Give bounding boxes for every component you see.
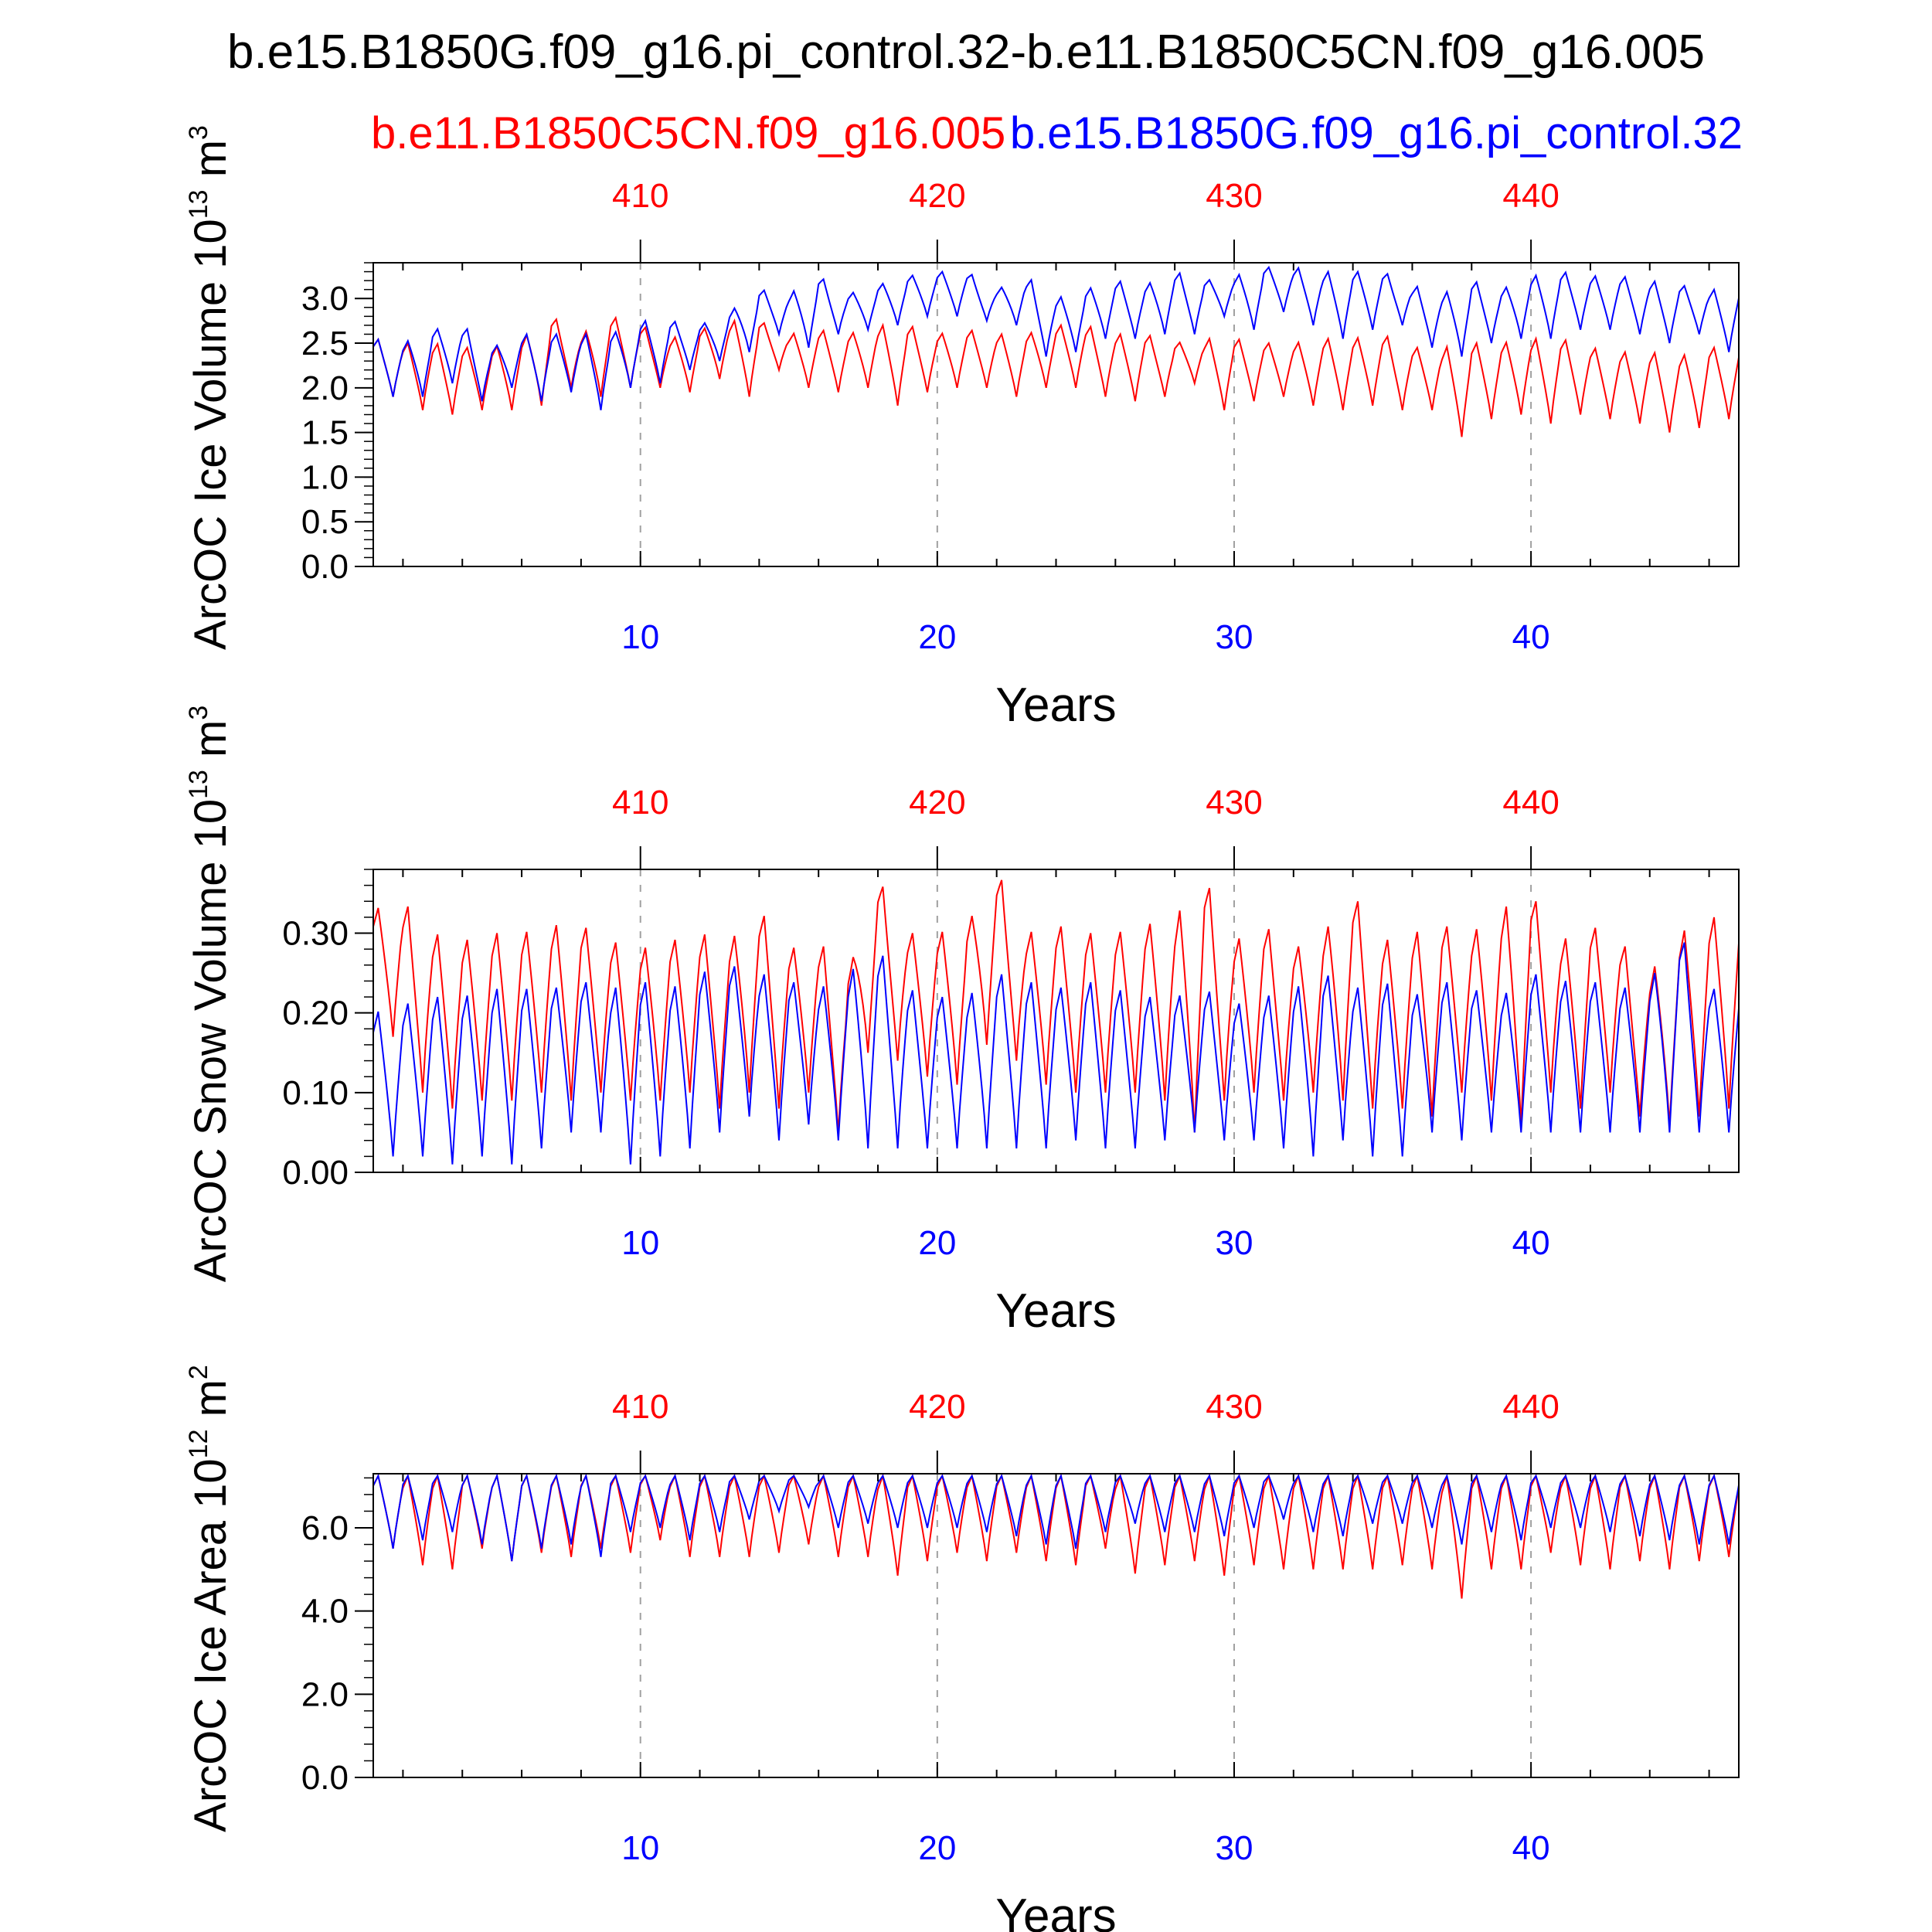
y-tick-label: 0.20 xyxy=(282,995,349,1032)
x-tick-label-top: 410 xyxy=(612,177,668,215)
x-tick-label-top: 440 xyxy=(1502,177,1559,215)
x-axis-title: Years xyxy=(995,1889,1116,1932)
panel-ice-area: 10 20 30 40 410 420 430 440 0.0 2.0 4.0 6.0 Years Arc… xyxy=(184,1365,1740,1932)
y-tick-label: 2.0 xyxy=(301,369,349,407)
y-tick-label: 0.10 xyxy=(282,1074,349,1112)
x-tick-label-bottom: 40 xyxy=(1512,1224,1550,1262)
x-tick-label-top: 420 xyxy=(909,784,965,821)
x-tick-label-bottom: 20 xyxy=(918,1224,956,1262)
x-tick-label-bottom: 30 xyxy=(1216,618,1253,656)
y-tick-label: 4.0 xyxy=(301,1593,349,1631)
x-tick-label-bottom: 20 xyxy=(918,1829,956,1867)
x-tick-label-top: 420 xyxy=(909,1388,965,1426)
chart-panels: 10 20 30 40 410 420 430 440 0.0 0.5 1.0 1.5 2.0 2.5 3.… xyxy=(184,125,1740,1932)
x-tick-label-top: 430 xyxy=(1206,177,1262,215)
x-tick-label-bottom: 10 xyxy=(621,618,659,656)
x-axis-title: Years xyxy=(995,679,1116,732)
x-tick-label-bottom: 30 xyxy=(1216,1829,1253,1867)
x-tick-label-top: 430 xyxy=(1206,784,1262,821)
y-tick-label: 0.30 xyxy=(282,915,349,953)
series-line-blue xyxy=(373,1474,1739,1562)
legend-red-case: b.e11.B1850C5CN.f09_g16.005 xyxy=(371,108,1005,158)
legend-blue-case: b.e15.B1850G.f09_g16.pi_control.32 xyxy=(1010,108,1743,158)
y-tick-label: 0.5 xyxy=(301,503,349,541)
y-tick-label: 2.0 xyxy=(301,1675,349,1713)
x-tick-label-top: 410 xyxy=(612,1388,668,1426)
series-line-red xyxy=(373,879,1739,1133)
panel-ice-volume: 10 20 30 40 410 420 430 440 0.0 0.5 1.0 1.5 2.0 2.5 3.… xyxy=(184,125,1740,732)
y-tick-label: 1.0 xyxy=(301,458,349,496)
series-line-red xyxy=(373,315,1739,437)
panel-snow-volume: 10 20 30 40 410 420 430 440 0.00 0.10 0.20 0.30 Year… xyxy=(184,706,1740,1338)
x-tick-label-bottom: 20 xyxy=(918,618,956,656)
x-tick-label-bottom: 10 xyxy=(621,1829,659,1867)
x-tick-label-top: 440 xyxy=(1502,1388,1559,1426)
y-tick-label: 0.0 xyxy=(301,548,349,586)
y-tick-label: 0.0 xyxy=(301,1759,349,1797)
y-tick-label: 6.0 xyxy=(301,1509,349,1547)
x-tick-label-top: 410 xyxy=(612,784,668,821)
y-tick-label: 2.5 xyxy=(301,325,349,362)
x-tick-label-bottom: 40 xyxy=(1512,618,1550,656)
x-tick-label-top: 420 xyxy=(909,177,965,215)
x-tick-label-top: 440 xyxy=(1502,784,1559,821)
y-tick-label: 1.5 xyxy=(301,414,349,452)
y-tick-label: 3.0 xyxy=(301,280,349,318)
y-tick-label: 0.00 xyxy=(282,1154,349,1192)
main-title: b.e15.B1850G.f09_g16.pi_control.32-b.e11… xyxy=(227,26,1705,79)
x-tick-label-bottom: 40 xyxy=(1512,1829,1550,1867)
x-tick-label-bottom: 30 xyxy=(1216,1224,1253,1262)
y-axis-title: ArcOC Ice Volume 1013 m3 xyxy=(184,125,236,650)
series-line-blue xyxy=(373,265,1739,410)
y-axis-title: ArcOC Snow Volume 1013 m3 xyxy=(184,706,236,1283)
series-line-blue xyxy=(373,942,1739,1165)
x-tick-label-bottom: 10 xyxy=(621,1224,659,1262)
x-axis-title: Years xyxy=(995,1284,1116,1338)
y-axis-title: ArcOC Ice Area 1012 m2 xyxy=(184,1365,236,1832)
x-tick-label-top: 430 xyxy=(1206,1388,1262,1426)
